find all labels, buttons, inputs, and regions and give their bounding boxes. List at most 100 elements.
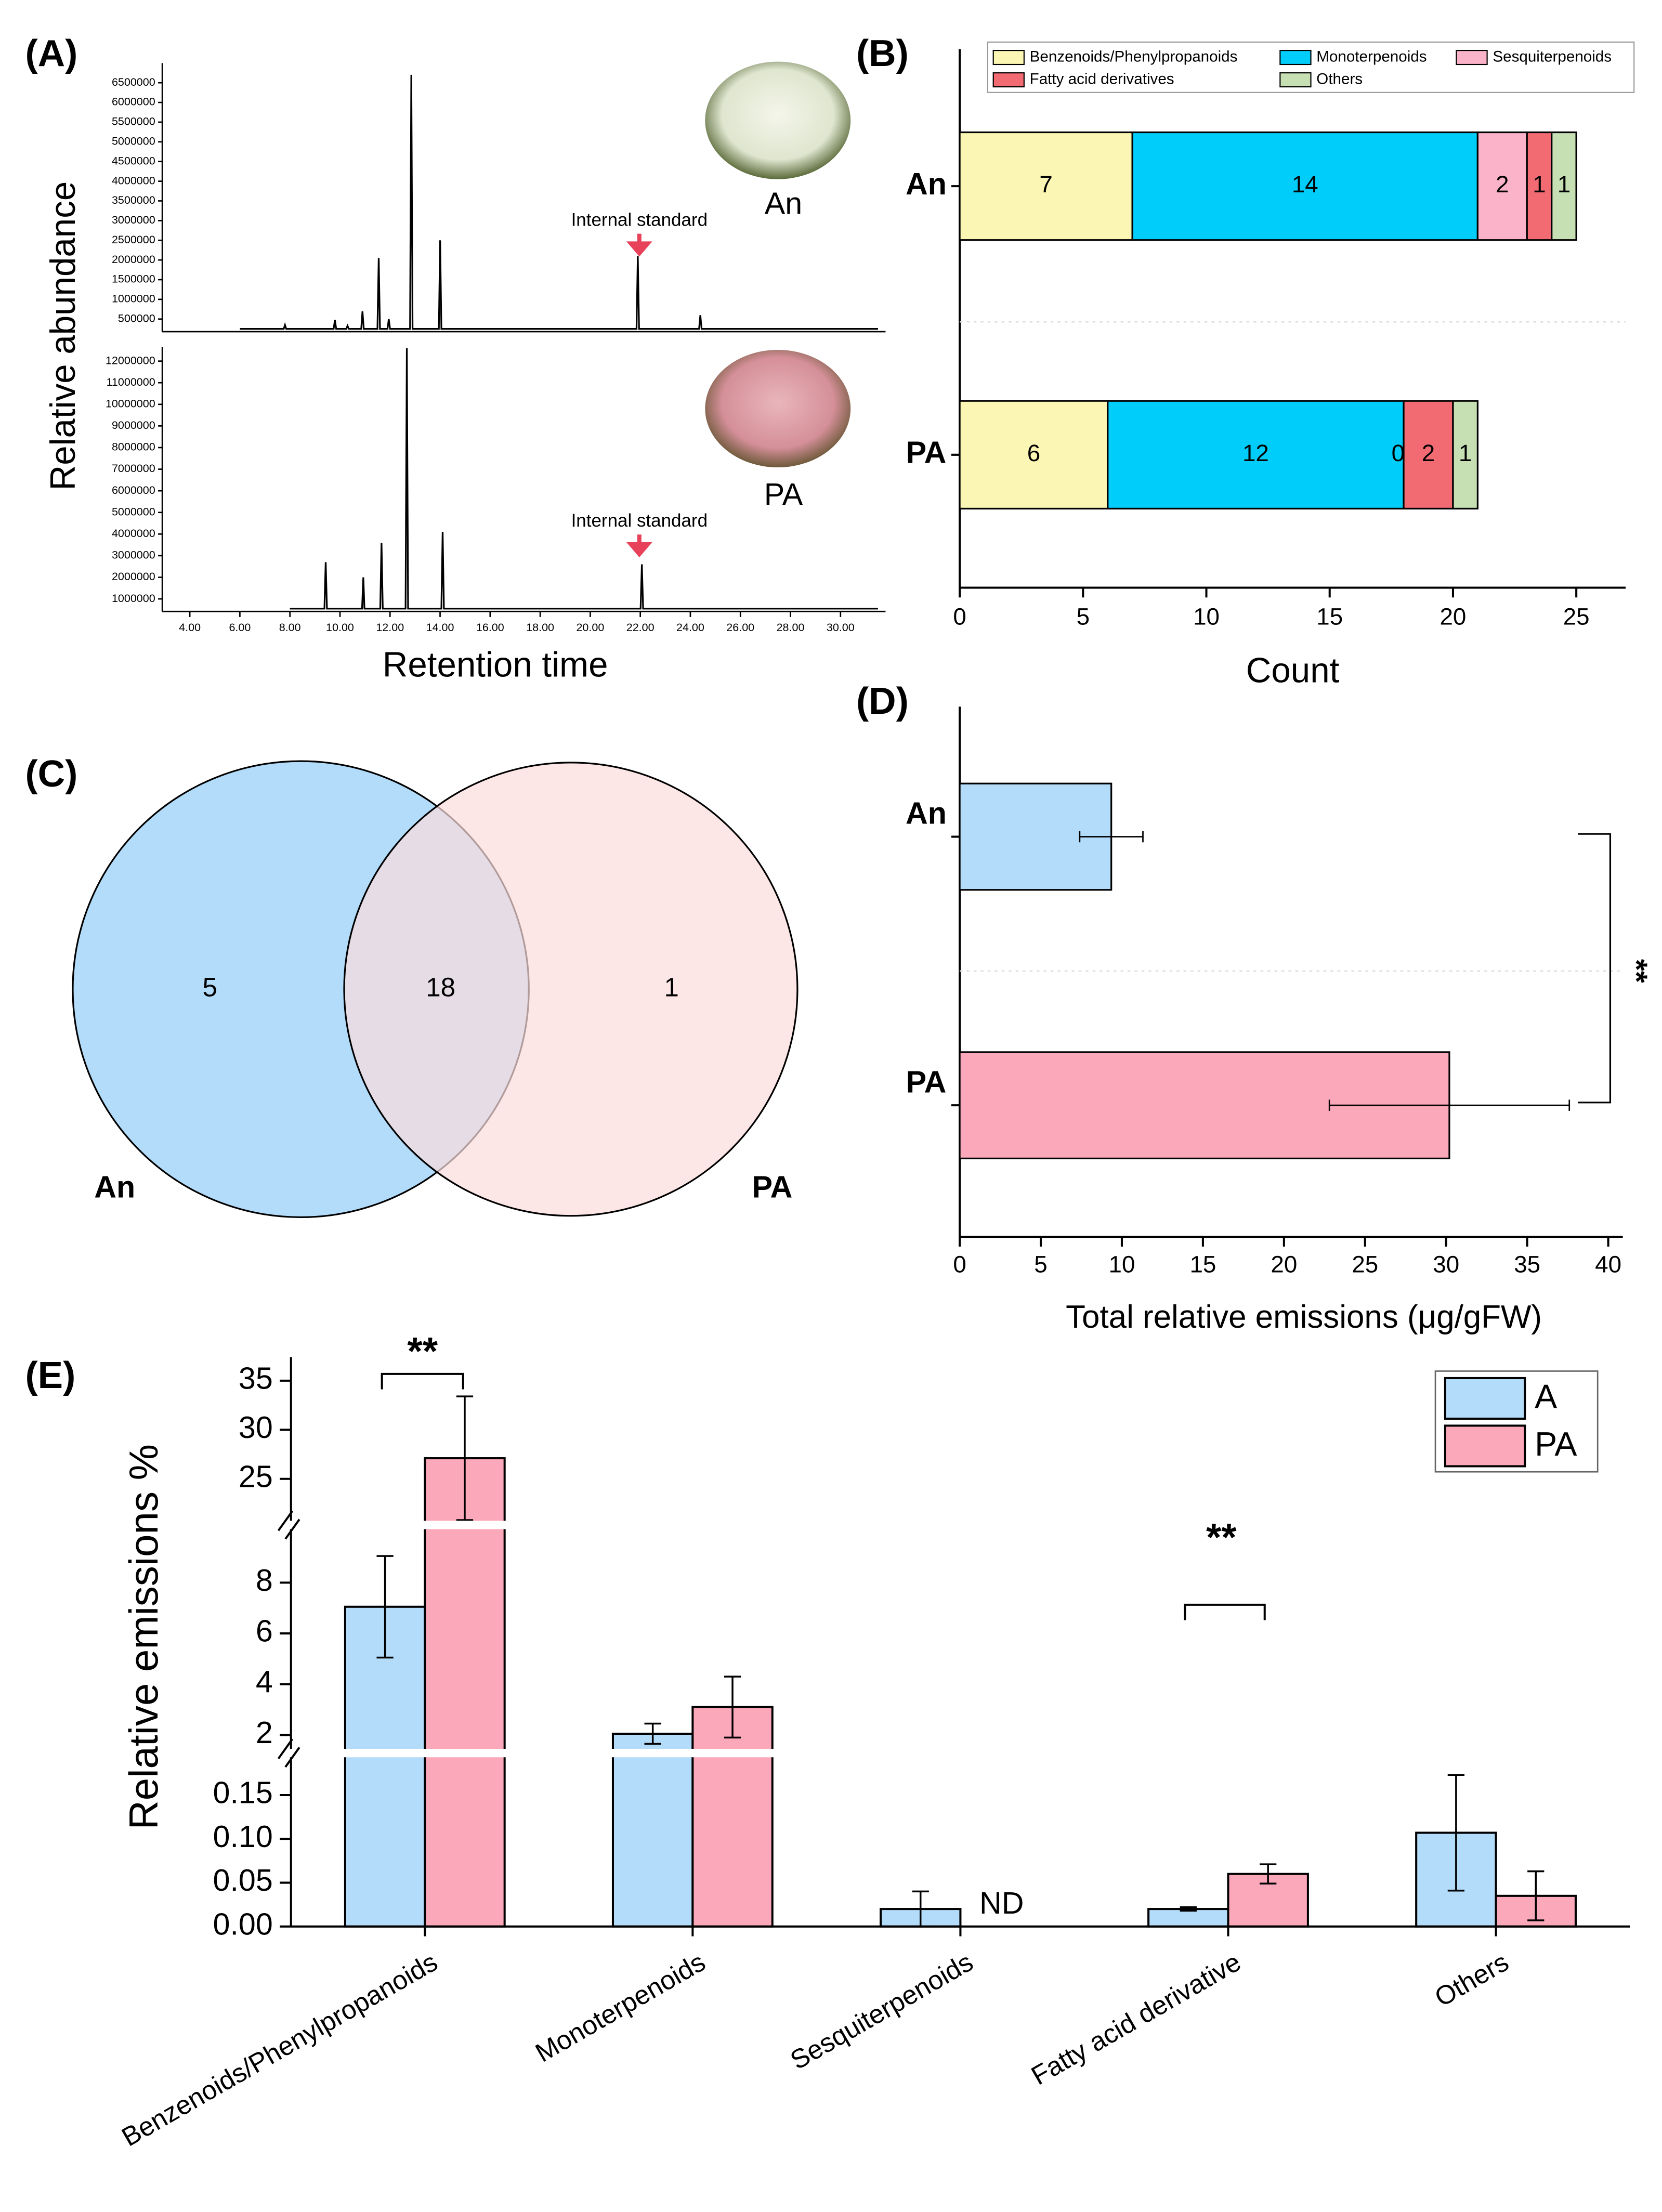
venn-count: 1 xyxy=(664,972,678,1002)
bar-segment xyxy=(1452,400,1478,510)
legend-swatch xyxy=(992,50,1025,66)
x-tick-label: 10 xyxy=(1193,604,1220,630)
y-tick-label: 12000000 xyxy=(106,354,155,367)
x-tick-label: 30 xyxy=(1433,1251,1459,1278)
value-label: 6 xyxy=(1027,440,1040,466)
legend-label: Monoterpenoids xyxy=(1316,48,1427,65)
y-tick-label: PA xyxy=(906,1064,947,1099)
error-bar xyxy=(644,1722,661,1745)
bar xyxy=(611,1732,694,1928)
sample-label: PA xyxy=(764,477,803,512)
y-tick-label: 6 xyxy=(256,1614,273,1648)
x-tick-label: 20 xyxy=(1439,604,1466,630)
bar-segment xyxy=(1403,400,1454,510)
y-tick-label: 1500000 xyxy=(112,273,155,285)
annotation: ** xyxy=(1206,1515,1237,1559)
y-tick-label: 1000000 xyxy=(112,592,155,605)
y-tick-label: 4500000 xyxy=(112,154,155,167)
y-tick-label: 4000000 xyxy=(112,527,155,540)
y-tick-label: 500000 xyxy=(118,312,155,324)
panel-label: (D) xyxy=(856,680,909,722)
venn-circle xyxy=(343,762,799,1217)
error-bar xyxy=(456,1395,474,1521)
annotation: ** xyxy=(407,1329,438,1373)
x-tick-label: 20.00 xyxy=(576,621,604,634)
flower-photo xyxy=(705,349,851,468)
flower-photo xyxy=(705,61,851,179)
y-axis-label: Relative emissions % xyxy=(121,1444,166,1830)
y-tick-label: 3000000 xyxy=(112,549,155,561)
x-tick-label: 6.00 xyxy=(229,621,251,634)
significance: ** xyxy=(1619,959,1654,983)
bar-segment xyxy=(959,131,1133,241)
x-tick-label: 12.00 xyxy=(376,621,404,634)
legend-label: Others xyxy=(1316,70,1363,87)
x-tick-label: 15 xyxy=(1316,604,1343,630)
value-label: 2 xyxy=(1496,171,1509,198)
y-tick-label: 2500000 xyxy=(112,233,155,246)
arrow xyxy=(626,233,652,257)
legend-label: Benzenoids/Phenylpropanoids xyxy=(1030,48,1238,65)
x-tick-label: Benzenoids/Phenylpropanoids xyxy=(116,1947,442,2152)
y-tick-label: 3000000 xyxy=(112,214,155,226)
value-label: 1 xyxy=(1533,171,1546,198)
x-tick-label: 26.00 xyxy=(726,621,754,634)
y-axis-label: Relative abundance xyxy=(44,181,83,491)
error-bar xyxy=(1328,1100,1571,1111)
value-label: 14 xyxy=(1292,171,1318,198)
x-tick-label: Others xyxy=(1430,1947,1513,2012)
value-label: 2 xyxy=(1422,440,1435,466)
error-bar xyxy=(376,1555,394,1659)
x-tick-label: 0 xyxy=(953,1251,966,1278)
legend-swatch xyxy=(992,72,1025,88)
x-tick-label: 30.00 xyxy=(827,621,855,634)
y-tick-label: 0.00 xyxy=(213,1906,273,1941)
y-tick-label: 4 xyxy=(256,1664,273,1699)
panel-label: (A) xyxy=(25,32,77,74)
value-label: 7 xyxy=(1039,171,1052,198)
x-tick-label: 8.00 xyxy=(279,621,301,634)
x-tick-label: 35 xyxy=(1514,1251,1540,1278)
legend-label: Fatty acid derivatives xyxy=(1030,70,1174,87)
x-tick-label: 25 xyxy=(1563,604,1590,630)
x-tick-label: Monoterpenoids xyxy=(530,1947,710,2068)
venn-count: 5 xyxy=(202,972,217,1002)
x-axis-label: Total relative emissions (μg/gFW) xyxy=(1066,1299,1542,1335)
y-tick-label: 7000000 xyxy=(112,462,155,475)
y-tick-label: 9000000 xyxy=(112,419,155,431)
y-tick-label: 0.15 xyxy=(213,1775,273,1810)
error-bar xyxy=(1447,1774,1465,1892)
y-tick-label: 4000000 xyxy=(112,174,155,187)
set-label: PA xyxy=(752,1169,793,1204)
y-tick-label: 2000000 xyxy=(112,570,155,583)
bar-segment xyxy=(1526,131,1553,241)
y-tick-label: 5000000 xyxy=(112,135,155,148)
x-axis-label: Retention time xyxy=(383,646,608,685)
x-tick-label: Fatty acid derivative xyxy=(1026,1947,1246,2091)
value-label: 0 xyxy=(1392,440,1405,466)
panel-label: (E) xyxy=(25,1354,75,1396)
y-tick-label: 11000000 xyxy=(107,376,155,388)
annotation: ND xyxy=(979,1886,1024,1920)
panel-label: (B) xyxy=(856,32,909,74)
panel-label: (C) xyxy=(25,753,77,795)
y-tick-label: 2 xyxy=(256,1715,273,1750)
x-tick-label: 25 xyxy=(1352,1251,1378,1278)
significance-bracket xyxy=(381,1372,464,1390)
error-bar xyxy=(724,1676,741,1739)
legend-swatch xyxy=(1444,1424,1526,1468)
x-axis-label: Count xyxy=(1246,651,1340,690)
annotation: Internal standard xyxy=(571,210,708,230)
y-tick-label: 6000000 xyxy=(112,484,155,496)
y-tick-label: PA xyxy=(906,435,947,469)
chromatogram-line xyxy=(290,348,878,610)
x-tick-label: 18.00 xyxy=(526,621,554,634)
bar-segment xyxy=(959,400,1109,510)
y-tick-label: 0.10 xyxy=(213,1819,273,1854)
error-bar xyxy=(1527,1870,1545,1921)
y-tick-label: 1000000 xyxy=(112,293,155,305)
value-label: 12 xyxy=(1242,440,1269,466)
x-tick-label: 22.00 xyxy=(626,621,655,634)
